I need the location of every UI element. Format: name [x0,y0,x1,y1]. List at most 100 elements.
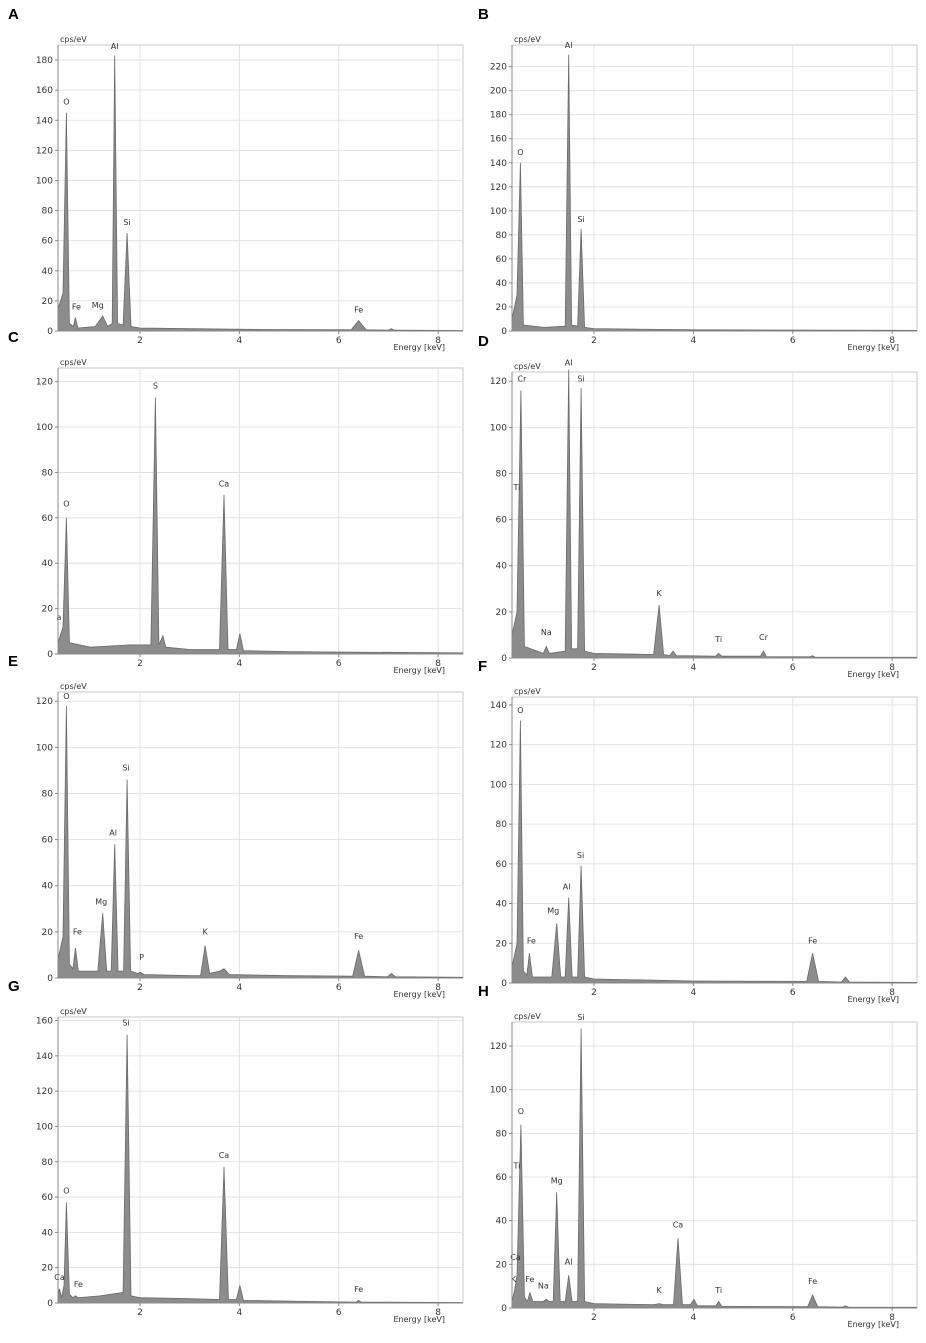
x-tick-label: 6 [790,988,796,998]
peak-label: a [57,613,62,622]
peak-label: Ti [513,1161,521,1170]
y-tick-label: 0 [47,974,53,984]
x-tick-label: 4 [691,1313,697,1323]
y-tick-label: 100 [36,743,53,753]
x-tick-label: 6 [790,336,796,346]
peak-label: Si [122,764,129,773]
y-tick-label: 140 [490,159,507,169]
y-tick-label: 40 [42,267,54,277]
y-tick-label: 100 [36,1122,53,1132]
x-axis-label: Energy [keV] [393,1315,445,1324]
peak-label: O [517,706,523,715]
peak-label: Si [577,851,584,860]
peak-label: Fe [354,932,363,941]
peak-label: K [511,1275,517,1284]
peak-label: Ca [219,1151,230,1160]
x-tick-label: 4 [237,1308,243,1318]
y-axis-label: cps/eV [60,35,87,44]
panel-letter: H [478,983,489,1000]
y-tick-label: 40 [42,882,54,892]
y-tick-label: 40 [496,562,508,572]
y-tick-label: 180 [490,111,507,121]
x-tick-label: 2 [137,336,143,346]
peak-label: Ca [673,1220,684,1229]
peak-label: Si [123,218,130,227]
peak-label: Fe [74,1280,83,1289]
peak-label: Ti [714,1286,722,1295]
x-tick-label: 6 [336,1308,342,1318]
x-tick-label: 2 [591,1313,597,1323]
x-tick-label: 4 [691,663,697,673]
y-tick-label: 60 [42,1193,54,1203]
peak-label: K [656,1286,662,1295]
x-axis-label: Energy [keV] [847,670,899,679]
y-tick-label: 20 [496,939,508,949]
spectrum-line [511,54,918,331]
x-tick-label: 8 [435,659,441,669]
peak-label: Fe [808,936,817,945]
spectrum-line [511,720,918,983]
y-axis-label: cps/eV [514,1012,541,1021]
peak-label: Ca [54,1273,65,1282]
peak-label: O [63,500,69,509]
spectrum-line [511,1028,918,1308]
y-tick-label: 0 [501,327,507,337]
y-tick-label: 60 [42,514,54,524]
peak-label: Na [541,628,552,637]
y-axis-label: cps/eV [60,1007,87,1016]
x-axis-label: Energy [keV] [847,343,899,352]
y-tick-label: 80 [496,469,508,479]
y-tick-label: 120 [36,697,53,707]
plot-frame [57,367,464,655]
panel-letter: B [478,6,489,23]
peak-label: O [63,692,69,701]
panel-letter: F [478,658,487,675]
y-tick-label: 80 [42,789,54,799]
x-tick-label: 6 [336,336,342,346]
panel-letter: D [478,333,489,350]
x-tick-label: 8 [435,1308,441,1318]
x-tick-label: 4 [237,983,243,993]
y-axis-label: cps/eV [514,362,541,371]
peak-label: Mg [95,898,107,907]
y-tick-label: 80 [42,207,54,217]
x-tick-label: 6 [336,659,342,669]
peak-label: Si [577,1013,584,1022]
x-tick-label: 2 [137,983,143,993]
y-tick-label: 20 [42,1264,54,1274]
peak-label: Ca [510,1253,521,1262]
y-tick-label: 120 [36,1087,53,1097]
x-tick-label: 6 [790,1313,796,1323]
x-tick-label: 2 [137,1308,143,1318]
y-tick-label: 120 [490,741,507,751]
plot-frame [57,1016,464,1304]
y-tick-label: 100 [490,780,507,790]
y-tick-label: 0 [501,979,507,989]
x-tick-label: 8 [889,1313,895,1323]
peak-label: Fe [354,1285,363,1294]
x-tick-label: 6 [336,983,342,993]
peak-label: Al [565,358,573,367]
x-tick-label: 2 [591,336,597,346]
y-tick-label: 100 [36,176,53,186]
y-tick-label: 160 [36,1017,53,1027]
peak-label: Al [565,41,573,50]
y-tick-label: 120 [490,377,507,387]
peak-label: Ca [219,479,230,488]
panel-letter: C [8,329,19,346]
y-tick-label: 200 [490,87,507,97]
y-axis-label: cps/eV [514,687,541,696]
panel-letter: G [8,978,20,995]
y-tick-label: 80 [496,231,508,241]
peak-label: Fe [527,936,536,945]
y-tick-label: 100 [36,423,53,433]
peak-label: Si [122,1019,129,1028]
peak-label: Cr [759,633,769,642]
peak-label: Mg [92,301,104,310]
peak-label: K [656,589,662,598]
x-tick-label: 2 [137,659,143,669]
y-tick-label: 80 [496,1129,508,1139]
x-tick-label: 2 [591,663,597,673]
peak-label: Fe [73,927,82,936]
